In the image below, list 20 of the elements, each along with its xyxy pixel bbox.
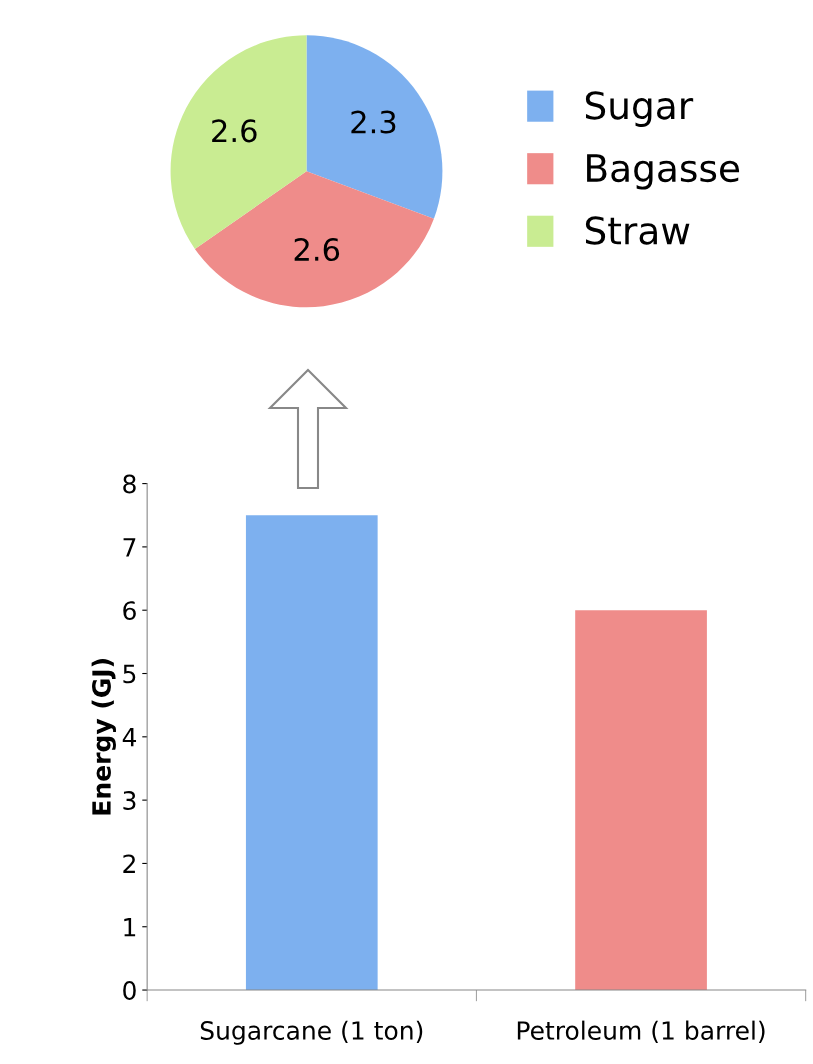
y-axis-title: Energy (GJ) bbox=[91, 659, 116, 815]
data-label: 2.6 bbox=[294, 237, 340, 262]
y-tick-label: 7 bbox=[123, 538, 136, 557]
x-tick-label: Sugarcane (1 ton) bbox=[200, 1020, 423, 1045]
pie-slice bbox=[194, 171, 434, 308]
y-tick-label: 2 bbox=[123, 854, 135, 873]
pie-slice bbox=[306, 35, 443, 219]
y-tick-label: 3 bbox=[123, 791, 136, 810]
legend-label: Straw bbox=[585, 216, 690, 245]
data-label: 2.6 bbox=[212, 119, 257, 143]
y-tick-label: 4 bbox=[122, 728, 137, 747]
y-tick-label: 8 bbox=[123, 474, 136, 494]
x-tick-label: Petroleum (1 barrel) bbox=[517, 1020, 765, 1043]
y-tick-label: 5 bbox=[123, 664, 136, 684]
y-tick-label: 1 bbox=[124, 918, 136, 937]
legend-label: Bagasse bbox=[587, 154, 740, 190]
legend-label: Sugar bbox=[585, 91, 694, 127]
data-label: 2.3 bbox=[351, 110, 396, 134]
y-tick-label: 6 bbox=[123, 601, 136, 621]
y-tick-label: 0 bbox=[123, 981, 136, 1000]
